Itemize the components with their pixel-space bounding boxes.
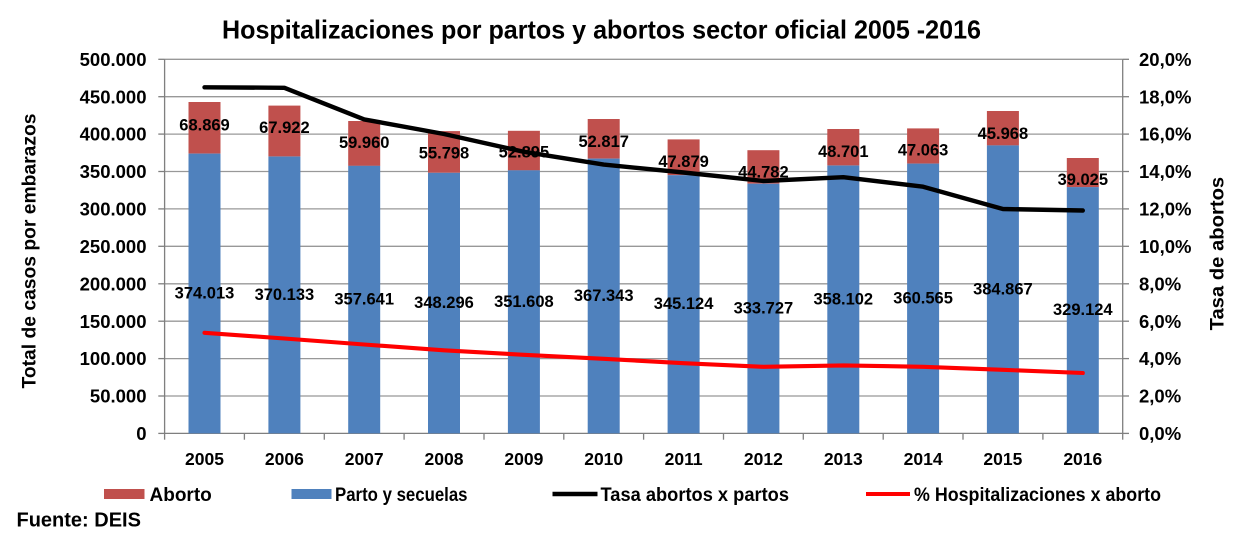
svg-text:47.879: 47.879 — [658, 153, 708, 171]
svg-text:39.025: 39.025 — [1058, 171, 1108, 189]
svg-text:200.000: 200.000 — [80, 273, 147, 294]
svg-text:2008: 2008 — [425, 449, 464, 469]
svg-text:350.000: 350.000 — [80, 161, 147, 182]
svg-text:2013: 2013 — [824, 449, 863, 469]
svg-text:52.817: 52.817 — [578, 133, 628, 151]
svg-text:2006: 2006 — [265, 449, 304, 469]
svg-text:2005: 2005 — [185, 449, 224, 469]
svg-text:2010: 2010 — [584, 449, 623, 469]
svg-text:367.343: 367.343 — [574, 287, 634, 305]
svg-text:300.000: 300.000 — [80, 199, 147, 220]
svg-text:45.968: 45.968 — [978, 125, 1028, 143]
svg-text:333.727: 333.727 — [734, 300, 794, 318]
svg-text:2015: 2015 — [983, 449, 1022, 469]
svg-text:360.565: 360.565 — [893, 289, 953, 307]
svg-text:2009: 2009 — [504, 449, 543, 469]
svg-text:329.124: 329.124 — [1053, 301, 1113, 319]
svg-text:2014: 2014 — [904, 449, 943, 469]
svg-text:370.133: 370.133 — [255, 286, 315, 304]
svg-text:52.895: 52.895 — [499, 143, 549, 161]
svg-text:18,0%: 18,0% — [1139, 86, 1191, 107]
svg-text:2007: 2007 — [345, 449, 384, 469]
svg-text:450.000: 450.000 — [80, 86, 147, 107]
svg-text:Parto y secuelas: Parto y secuelas — [335, 485, 468, 506]
svg-text:Fuente: DEIS: Fuente: DEIS — [17, 509, 141, 531]
svg-text:2012: 2012 — [744, 449, 783, 469]
svg-text:59.960: 59.960 — [339, 134, 389, 152]
svg-text:Tasa de abortos: Tasa de abortos — [1208, 177, 1229, 331]
svg-text:150.000: 150.000 — [80, 311, 147, 332]
svg-text:44.782: 44.782 — [738, 164, 788, 182]
svg-text:6,0%: 6,0% — [1139, 311, 1181, 332]
svg-text:2,0%: 2,0% — [1139, 386, 1181, 407]
svg-text:4,0%: 4,0% — [1139, 348, 1181, 369]
svg-text:14,0%: 14,0% — [1139, 161, 1191, 182]
svg-text:358.102: 358.102 — [813, 290, 873, 308]
svg-text:351.608: 351.608 — [494, 293, 554, 311]
svg-text:348.296: 348.296 — [414, 294, 474, 312]
svg-text:357.641: 357.641 — [334, 291, 394, 309]
svg-text:Tasa abortos x partos: Tasa abortos x partos — [601, 485, 790, 506]
svg-text:Hospitalizaciones por partos y: Hospitalizaciones por partos y abortos s… — [222, 15, 981, 45]
svg-text:100.000: 100.000 — [80, 348, 147, 369]
svg-text:0: 0 — [136, 423, 146, 444]
svg-text:50.000: 50.000 — [90, 386, 147, 407]
svg-text:68.869: 68.869 — [179, 116, 229, 134]
svg-text:16,0%: 16,0% — [1139, 124, 1191, 145]
svg-text:67.922: 67.922 — [259, 119, 309, 137]
svg-text:400.000: 400.000 — [80, 124, 147, 145]
svg-text:12,0%: 12,0% — [1139, 199, 1191, 220]
svg-text:48.701: 48.701 — [818, 143, 868, 161]
svg-text:Aborto: Aborto — [150, 485, 212, 506]
svg-text:374.013: 374.013 — [175, 284, 235, 302]
svg-text:8,0%: 8,0% — [1139, 273, 1181, 294]
svg-text:2011: 2011 — [665, 449, 703, 469]
svg-text:Total de casos por embarazos: Total de casos por embarazos — [19, 113, 40, 388]
svg-text:250.000: 250.000 — [80, 236, 147, 257]
svg-text:% Hospitalizaciones x aborto: % Hospitalizaciones x aborto — [914, 485, 1161, 506]
svg-text:384.867: 384.867 — [973, 280, 1033, 298]
svg-text:500.000: 500.000 — [80, 49, 147, 70]
svg-text:47.063: 47.063 — [898, 141, 948, 159]
svg-text:20,0%: 20,0% — [1139, 49, 1191, 70]
svg-text:0,0%: 0,0% — [1139, 423, 1181, 444]
svg-text:10,0%: 10,0% — [1139, 236, 1191, 257]
svg-text:55.798: 55.798 — [419, 145, 469, 163]
svg-text:345.124: 345.124 — [654, 295, 714, 313]
svg-text:2016: 2016 — [1063, 449, 1102, 469]
